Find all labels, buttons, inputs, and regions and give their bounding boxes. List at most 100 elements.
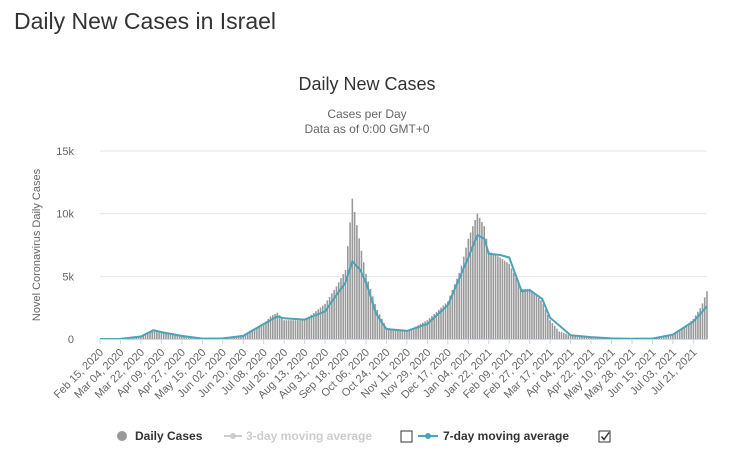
bar	[328, 296, 331, 339]
bar	[426, 320, 429, 339]
bar	[578, 336, 581, 339]
bar	[478, 217, 481, 339]
bar	[492, 253, 495, 339]
y-tick-label: 10k	[56, 209, 74, 221]
bar	[535, 295, 538, 339]
bar	[556, 328, 558, 339]
bar	[592, 337, 595, 339]
checkbox-7-day-average[interactable]	[598, 430, 611, 443]
bar	[408, 330, 410, 339]
bar	[572, 335, 574, 339]
bar	[574, 335, 576, 339]
bar	[146, 333, 149, 339]
legend-marker-daily-cases	[117, 431, 127, 441]
bar	[133, 337, 135, 339]
bar	[665, 336, 667, 339]
bar	[678, 330, 681, 339]
bar	[283, 320, 285, 339]
bar	[383, 323, 385, 339]
legend-item-7-day-average[interactable]: 7-day moving average	[418, 429, 611, 443]
bar	[353, 211, 356, 339]
bar	[437, 309, 440, 339]
bar	[349, 222, 351, 339]
bar	[692, 318, 695, 339]
bar	[392, 328, 395, 339]
bar	[369, 288, 372, 339]
bar	[140, 336, 142, 339]
bar	[415, 326, 417, 339]
bar	[703, 297, 706, 339]
bar	[676, 331, 679, 339]
bar	[453, 284, 456, 339]
bar	[262, 323, 265, 339]
bar	[312, 312, 315, 339]
bar	[531, 291, 533, 339]
legend-marker-7-day	[425, 433, 431, 439]
bar	[306, 318, 308, 339]
checkbox-3-day-average[interactable]	[400, 430, 413, 443]
bar	[351, 198, 354, 339]
legend-item-3-day-average[interactable]: 3-day moving average	[224, 429, 413, 443]
bar	[340, 278, 342, 339]
bar	[256, 327, 258, 339]
bar	[367, 281, 370, 339]
bar	[301, 320, 304, 339]
chart-subtitle-2: Data as of 0:00 GMT+0	[304, 122, 429, 136]
bar	[462, 256, 465, 339]
seven-day-average-line	[99, 233, 708, 340]
bar	[428, 318, 431, 339]
bar	[374, 303, 376, 339]
bar	[667, 335, 670, 339]
bar	[487, 251, 490, 339]
bar	[658, 337, 661, 339]
legend-label-daily-cases: Daily Cases	[135, 429, 203, 443]
bar	[485, 238, 488, 339]
bar	[558, 331, 561, 339]
bar	[499, 257, 501, 339]
bar	[378, 314, 381, 339]
bar	[422, 322, 424, 339]
bar	[144, 334, 147, 339]
bar	[442, 305, 445, 339]
bar	[469, 232, 472, 339]
bar	[244, 334, 247, 339]
bar	[162, 332, 165, 339]
bar	[360, 250, 363, 339]
bar	[299, 320, 301, 339]
bar	[308, 316, 310, 339]
bar	[474, 219, 476, 339]
bar	[663, 337, 665, 339]
bar	[397, 329, 399, 339]
bar	[510, 268, 513, 339]
bar	[542, 304, 545, 339]
bar	[242, 335, 245, 339]
bar	[296, 320, 299, 339]
bar	[274, 313, 276, 339]
legend-item-daily-cases[interactable]: Daily Cases	[117, 429, 203, 443]
bar	[265, 321, 267, 339]
bar	[472, 226, 474, 339]
y-axis-label: Novel Coronavirus Daily Cases	[31, 168, 43, 321]
bar	[483, 226, 486, 339]
bar	[567, 334, 570, 339]
legend-label-3-day: 3-day moving average	[246, 429, 372, 443]
bar	[385, 327, 388, 339]
bar	[324, 303, 326, 339]
bar	[165, 333, 167, 339]
bar	[156, 331, 158, 339]
bar	[326, 300, 329, 339]
bar	[701, 303, 704, 339]
bar	[251, 330, 254, 339]
bar	[433, 313, 435, 339]
y-ticks: 0 5k 10k 15k	[56, 146, 74, 346]
bar	[694, 315, 697, 339]
bar	[260, 325, 263, 339]
bar	[431, 316, 433, 339]
bar	[522, 288, 524, 339]
bar	[537, 297, 540, 339]
bar	[528, 288, 531, 339]
legend: Daily Cases 3-day moving average 7-day m…	[117, 429, 611, 443]
bar	[335, 286, 338, 339]
bar	[292, 320, 295, 339]
